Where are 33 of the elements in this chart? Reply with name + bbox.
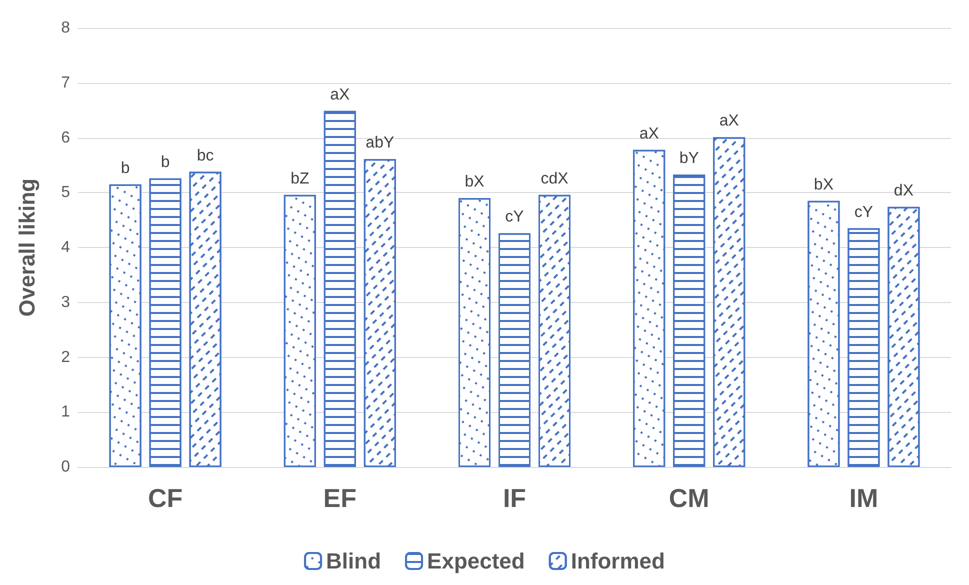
y-tick-label: 0 bbox=[61, 458, 70, 476]
y-tick-label: 3 bbox=[61, 294, 70, 311]
data-label: bY bbox=[679, 150, 700, 168]
data-label: cdX bbox=[540, 170, 569, 188]
data-label: aX bbox=[639, 125, 660, 142]
y-tick-label: 7 bbox=[61, 74, 70, 92]
data-label: cY bbox=[854, 204, 874, 221]
x-tick-label: IM bbox=[849, 483, 878, 513]
x-tick-label: EF bbox=[323, 483, 357, 513]
data-label: abY bbox=[366, 134, 394, 152]
y-tick-label: 6 bbox=[61, 129, 70, 146]
y-tick-label: 8 bbox=[61, 20, 70, 36]
y-tick-label: 1 bbox=[61, 404, 70, 421]
x-tick-label: CF bbox=[148, 483, 183, 513]
data-label: cY bbox=[505, 208, 524, 226]
legend-label: Blind bbox=[326, 548, 382, 574]
data-label: dX bbox=[894, 182, 914, 200]
y-tick-label: 4 bbox=[61, 239, 70, 256]
legend-label: Informed bbox=[570, 548, 665, 574]
x-tick-label: CM bbox=[668, 483, 710, 513]
data-label: b bbox=[160, 154, 170, 171]
data-label: aX bbox=[719, 112, 740, 130]
data-label: b bbox=[120, 160, 130, 177]
y-axis-title: Overall liking bbox=[14, 178, 40, 317]
x-tick-label: IF bbox=[502, 483, 526, 513]
y-tick-label: 5 bbox=[61, 184, 70, 202]
data-label: aX bbox=[330, 86, 350, 104]
data-label: bc bbox=[196, 147, 214, 164]
y-tick-label: 2 bbox=[61, 348, 70, 366]
legend-label: Expected bbox=[427, 548, 525, 574]
data-label: bX bbox=[464, 174, 485, 191]
data-label: bX bbox=[814, 176, 834, 194]
data-label: bZ bbox=[290, 170, 310, 188]
